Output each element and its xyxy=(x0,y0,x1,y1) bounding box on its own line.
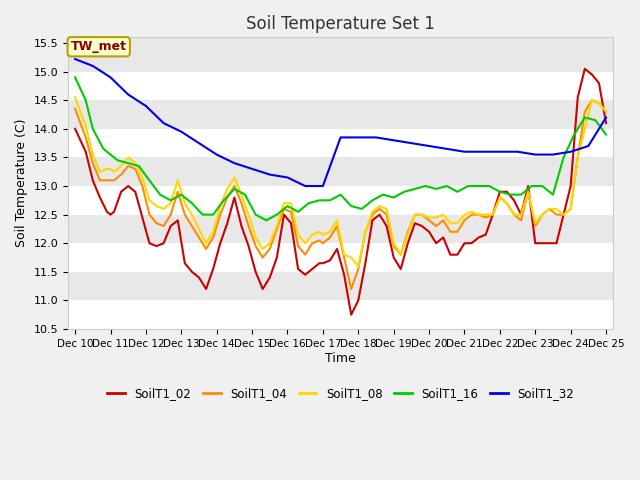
Bar xyxy=(68,300,613,329)
Bar xyxy=(68,272,613,300)
Bar xyxy=(68,129,613,157)
Text: TW_met: TW_met xyxy=(71,40,127,53)
Bar xyxy=(68,243,613,272)
Bar xyxy=(68,157,613,186)
Y-axis label: Soil Temperature (C): Soil Temperature (C) xyxy=(15,119,28,247)
Bar xyxy=(68,100,613,129)
X-axis label: Time: Time xyxy=(325,351,356,364)
Legend: SoilT1_02, SoilT1_04, SoilT1_08, SoilT1_16, SoilT1_32: SoilT1_02, SoilT1_04, SoilT1_08, SoilT1_… xyxy=(102,383,579,405)
Title: Soil Temperature Set 1: Soil Temperature Set 1 xyxy=(246,15,435,33)
Bar xyxy=(68,72,613,100)
Bar xyxy=(68,43,613,72)
Bar xyxy=(68,215,613,243)
Bar xyxy=(68,186,613,215)
